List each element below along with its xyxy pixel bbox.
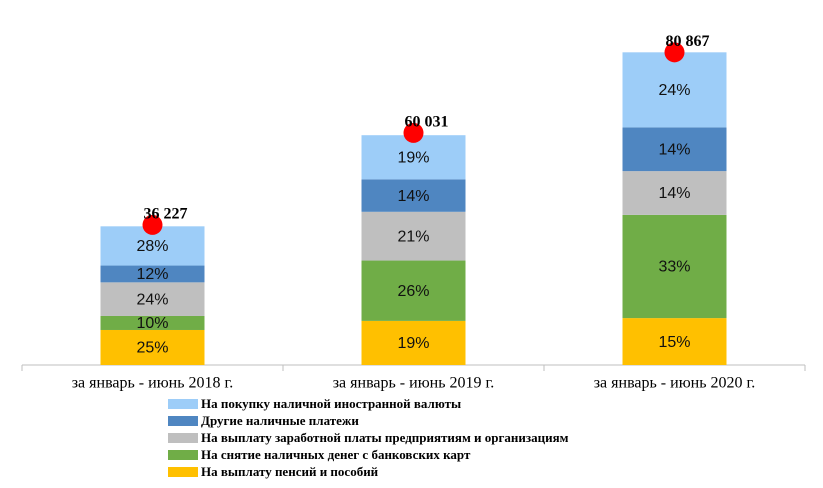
data-label: 19% — [397, 335, 429, 352]
data-label: 33% — [658, 259, 690, 276]
bar-segment — [100, 329, 205, 365]
bar-segment — [622, 127, 727, 172]
total-marker — [403, 122, 424, 143]
x-tick-label: за январь - июнь 2020 г. — [594, 375, 756, 392]
data-label: 14% — [397, 188, 429, 205]
data-label: 12% — [136, 266, 168, 283]
bar-segment — [361, 260, 466, 321]
bar-segment — [622, 214, 727, 319]
data-label: 25% — [136, 340, 168, 357]
bar-segment — [622, 52, 727, 128]
data-label: 19% — [397, 149, 429, 166]
bar-segment — [361, 211, 466, 261]
total-label: 36 227 — [144, 206, 188, 223]
data-label: 14% — [658, 141, 690, 158]
bar-segment — [100, 282, 205, 316]
legend-swatch — [168, 433, 198, 443]
total-marker — [664, 42, 685, 63]
data-label: 15% — [658, 334, 690, 351]
legend-label: На снятие наличных денег с банковских ка… — [201, 447, 471, 462]
legend-label: Другие наличные платежи — [201, 413, 359, 428]
bar-segment — [100, 265, 205, 283]
bar-segment — [361, 320, 466, 365]
data-label: 14% — [658, 185, 690, 202]
data-label: 28% — [136, 238, 168, 255]
x-tick-label: за январь - июнь 2018 г. — [72, 375, 234, 392]
data-label: 21% — [397, 228, 429, 245]
data-label: 24% — [136, 291, 168, 308]
bar-segment — [622, 171, 727, 215]
total-label: 60 031 — [405, 114, 449, 131]
legend-label: На выплату пенсий и пособий — [201, 464, 379, 479]
legend-swatch — [168, 416, 198, 426]
x-tick-label: за январь - июнь 2019 г. — [333, 375, 495, 392]
bar-segment — [622, 318, 727, 365]
legend-swatch — [168, 450, 198, 460]
legend-label: На покупку наличной иностранной валюты — [201, 396, 461, 411]
bar-segment — [361, 179, 466, 212]
data-label: 24% — [658, 82, 690, 99]
legend-label: На выплату заработной платы предприятиям… — [201, 430, 569, 445]
total-label: 80 867 — [666, 33, 710, 50]
legend-swatch — [168, 399, 198, 409]
data-label: 26% — [397, 283, 429, 300]
legend-swatch — [168, 467, 198, 477]
data-label: 10% — [136, 315, 168, 332]
bar-segment — [100, 315, 205, 330]
total-marker — [142, 214, 163, 235]
